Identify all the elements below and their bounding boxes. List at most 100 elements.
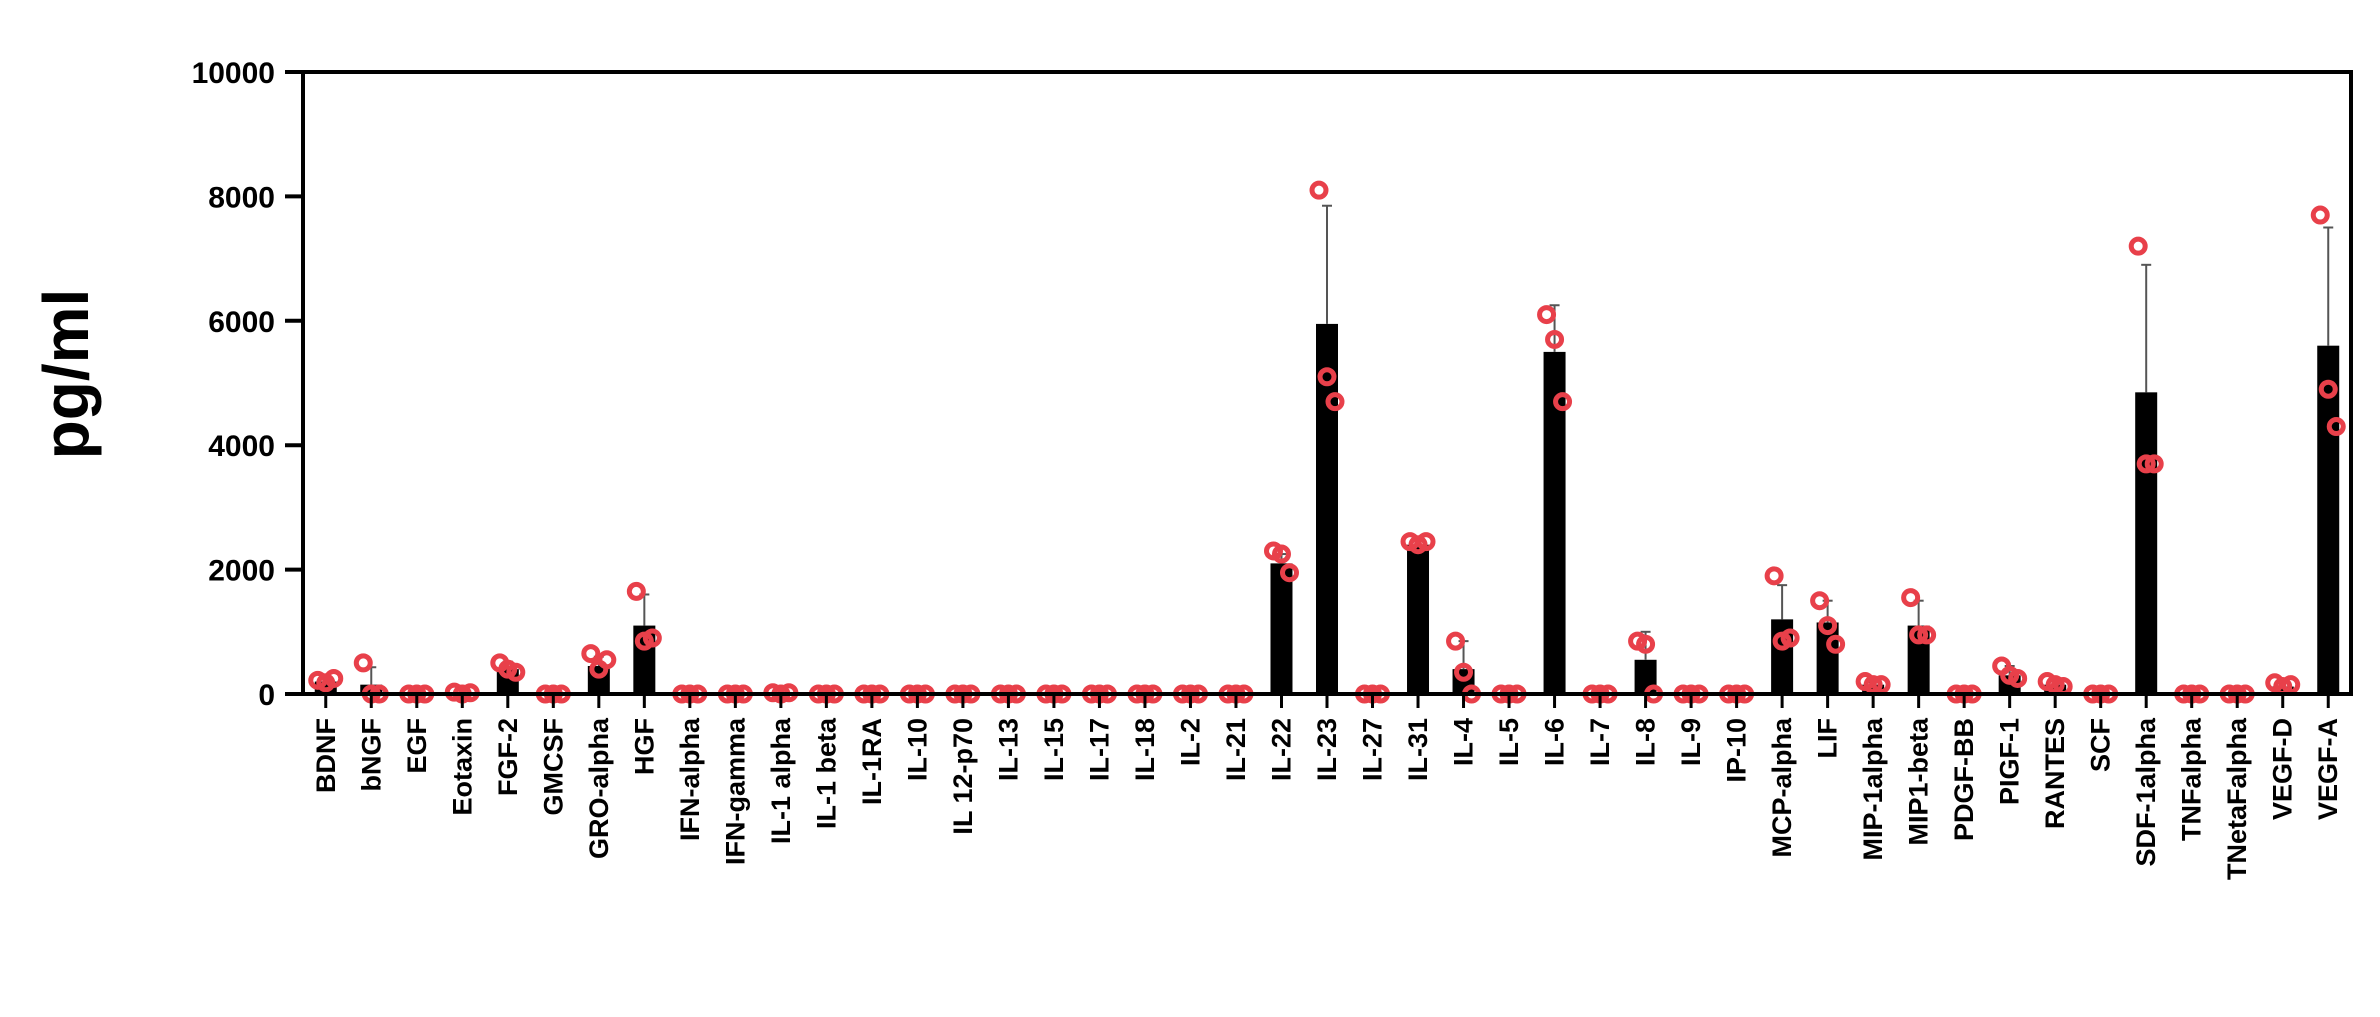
x-tick-label: Eotaxin <box>447 718 477 816</box>
data-point <box>2281 675 2301 695</box>
data-point <box>626 581 646 601</box>
data-point <box>1553 392 1573 412</box>
data-point <box>1636 634 1656 654</box>
y-tick-label: 8000 <box>208 181 275 214</box>
x-tick-label: TNetaFalpha <box>2222 717 2252 880</box>
x-tick-label: RANTES <box>2040 718 2070 829</box>
x-tick-label: IL-1RA <box>857 718 887 805</box>
x-tick-label: bNGF <box>356 718 386 792</box>
x-tick-label: IL-8 <box>1631 718 1661 766</box>
y-tick-label: 0 <box>258 679 275 712</box>
data-point <box>2128 236 2148 256</box>
data-point <box>1863 675 1883 695</box>
data-point <box>1826 634 1846 654</box>
x-tick-label: IL-18 <box>1130 718 1160 781</box>
data-point <box>581 644 601 664</box>
x-tick-label: IL-31 <box>1403 718 1433 781</box>
axes-layer <box>301 70 2353 708</box>
x-tick-label: LIF <box>1813 718 1843 759</box>
x-tick-label: IFN-alpha <box>675 717 705 841</box>
data-point <box>1818 616 1838 636</box>
data-point <box>2310 205 2330 225</box>
x-tick-label: PIGF-1 <box>1995 718 2025 805</box>
x-tick-label: IL-22 <box>1266 718 1296 781</box>
x-tick-label: SDF-1alpha <box>2131 717 2161 867</box>
x-tick-label: IL-5 <box>1494 718 1524 766</box>
data-point <box>2144 454 2164 474</box>
data-point <box>1309 180 1329 200</box>
x-tick-label: IL-6 <box>1540 718 1570 766</box>
data-point <box>1917 625 1937 645</box>
x-tick-label: IL-10 <box>902 718 932 781</box>
data-point <box>324 668 344 688</box>
bar <box>2271 686 2294 694</box>
data-point <box>1901 588 1921 608</box>
x-tick-label: IL-1 beta <box>811 717 841 829</box>
y-axis-label: pg/ml <box>30 289 102 460</box>
x-tick-label: HGF <box>629 718 659 775</box>
x-labels-layer: BDNF bNGF EGF Eotaxin FGF-2 GMCSF GRO-alpha HGF… <box>311 717 2343 880</box>
data-point <box>1279 563 1299 583</box>
data-point <box>1317 367 1337 387</box>
x-tick-label: IL-2 <box>1175 718 1205 766</box>
data-point <box>597 650 617 670</box>
x-tick-label: GMCSF <box>538 718 568 816</box>
x-tick-label: SCF <box>2086 718 2116 772</box>
x-tick-label: EGF <box>402 718 432 774</box>
data-point <box>2045 675 2065 695</box>
data-point <box>642 628 662 648</box>
y-tick-label: 6000 <box>208 306 275 339</box>
x-tick-label: IL-13 <box>993 718 1023 781</box>
data-point <box>2136 454 2156 474</box>
x-tick-label: MIP1-beta <box>1904 717 1934 846</box>
x-tick-label: MCP-alpha <box>1767 717 1797 857</box>
x-tick-label: IP-10 <box>1722 718 1752 783</box>
x-tick-label: IL-1 alpha <box>766 717 796 844</box>
x-tick-label: IL-21 <box>1221 718 1251 781</box>
data-point <box>1545 329 1565 349</box>
data-point <box>1325 392 1345 412</box>
data-point <box>1416 532 1436 552</box>
x-tick-label: MIP-1alpha <box>1858 717 1888 861</box>
x-tick-label: IL-7 <box>1585 718 1615 766</box>
x-tick-label: IL 12-p70 <box>948 718 978 835</box>
data-point <box>2318 379 2338 399</box>
x-tick-label: IFN-gamma <box>720 717 750 865</box>
x-tick-label: IL-17 <box>1084 718 1114 781</box>
data-point <box>1871 675 1891 695</box>
x-tick-label: VEGF-D <box>2268 718 2298 820</box>
data-point <box>1271 544 1291 564</box>
x-tick-label: IL-27 <box>1358 718 1388 781</box>
x-tick-label: IL-4 <box>1449 718 1479 766</box>
x-tick-label: PDGF-BB <box>1949 718 1979 841</box>
bar <box>1407 544 1430 694</box>
data-point <box>1764 566 1784 586</box>
x-tick-label: VEGF-A <box>2313 718 2343 820</box>
data-point <box>1454 662 1474 682</box>
data-point <box>353 653 373 673</box>
x-tick-label: FGF-2 <box>493 718 523 796</box>
data-point <box>1810 591 1830 611</box>
bar <box>1270 563 1293 694</box>
data-point <box>2326 417 2346 437</box>
x-tick-label: BDNF <box>311 718 341 793</box>
data-point <box>2008 668 2028 688</box>
data-point <box>1537 305 1557 325</box>
x-tick-label: IL-9 <box>1676 718 1706 766</box>
x-tick-label: TNFalpha <box>2177 717 2207 841</box>
y-ticks-layer: 0 2000 4000 6000 8000 10000 <box>192 57 303 712</box>
bars-layer <box>314 323 2340 694</box>
data-point <box>1909 625 1929 645</box>
x-tick-label: GRO-alpha <box>584 717 614 859</box>
data-point <box>506 662 526 682</box>
x-tick-label: IL-23 <box>1312 718 1342 781</box>
y-tick-label: 2000 <box>208 555 275 588</box>
x-tick-label: IL-15 <box>1039 718 1069 781</box>
bar <box>1543 351 1566 694</box>
y-tick-label: 4000 <box>208 430 275 463</box>
y-tick-label: 10000 <box>192 57 275 90</box>
bar <box>1316 323 1338 694</box>
bar <box>2135 392 2158 694</box>
